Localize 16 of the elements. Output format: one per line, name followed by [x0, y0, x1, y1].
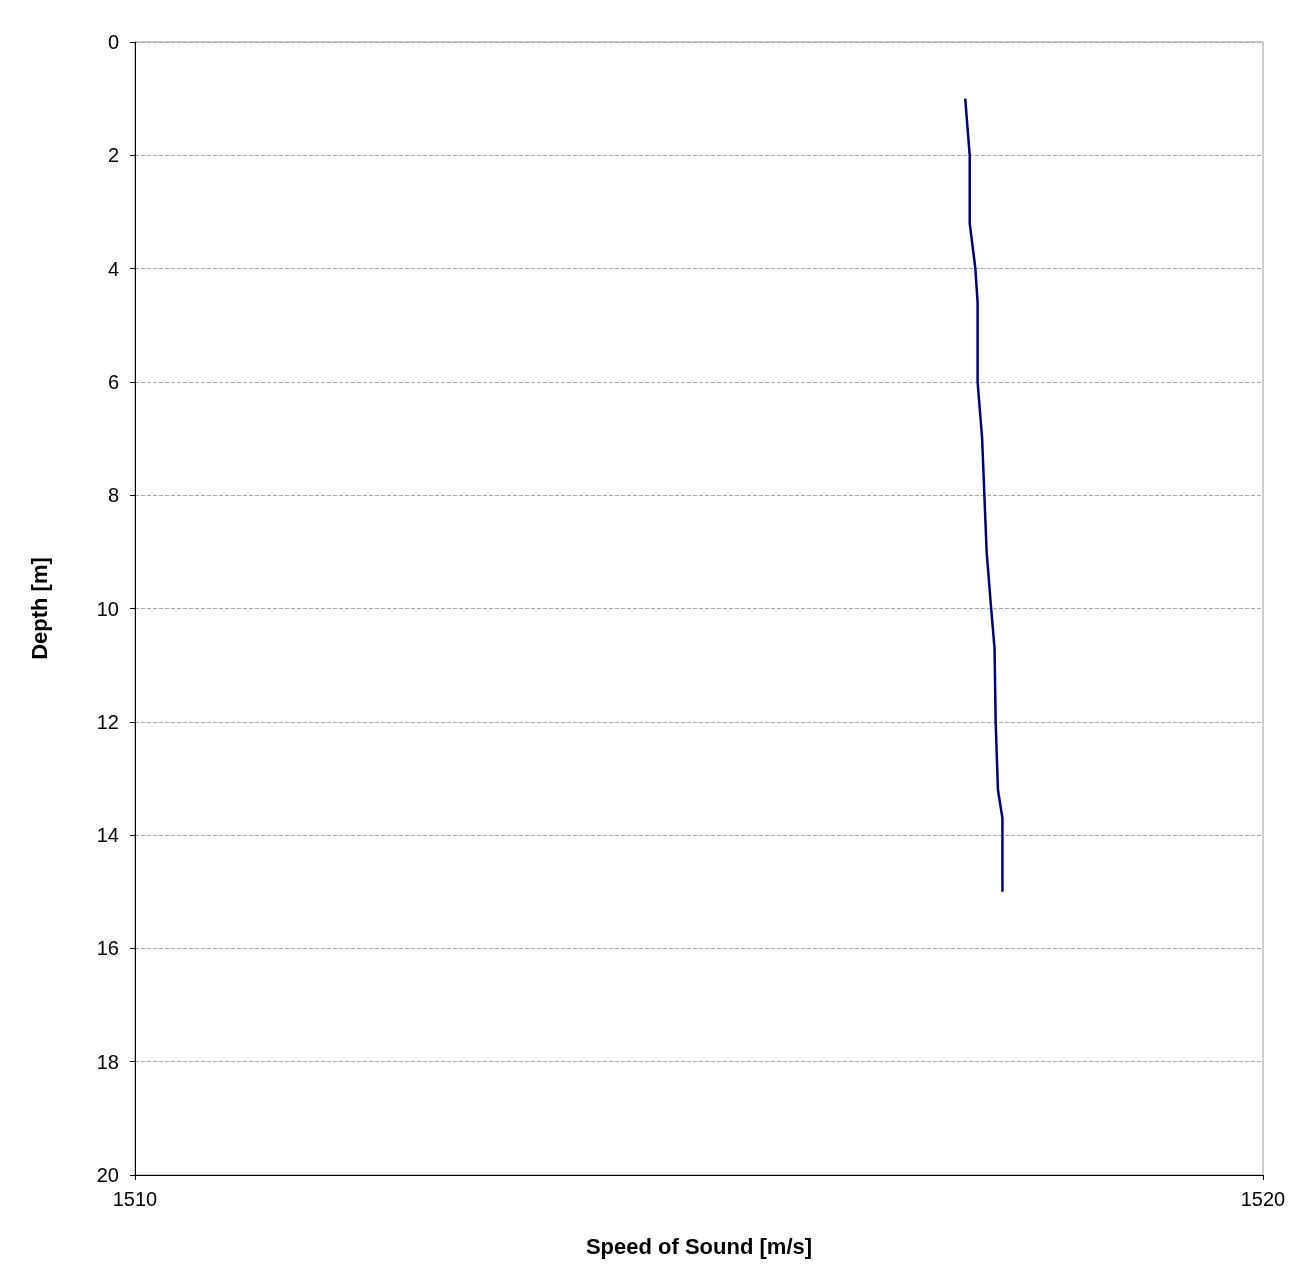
y-tick-label: 16: [96, 937, 119, 960]
y-tick-label: 0: [107, 31, 119, 53]
y-tick-label: 18: [96, 1050, 119, 1073]
y-tick-label: 4: [107, 257, 119, 280]
y-tick-label: 8: [107, 484, 119, 507]
x-axis-title: Speed of Sound [m/s]: [585, 1233, 813, 1259]
y-tick-label: 2: [107, 144, 119, 167]
y-tick-label: 12: [96, 710, 119, 733]
x-tick-label: 1510: [112, 1188, 158, 1210]
y-tick-label: 6: [107, 370, 119, 393]
y-tick-label: 10: [96, 597, 119, 620]
y-tick-label: 14: [96, 824, 119, 847]
x-tick-label: 1520: [1240, 1188, 1286, 1210]
y-axis-title: Depth [m]: [26, 557, 52, 660]
y-tick-label: 20: [96, 1164, 119, 1186]
line-series: [963, 97, 1004, 893]
